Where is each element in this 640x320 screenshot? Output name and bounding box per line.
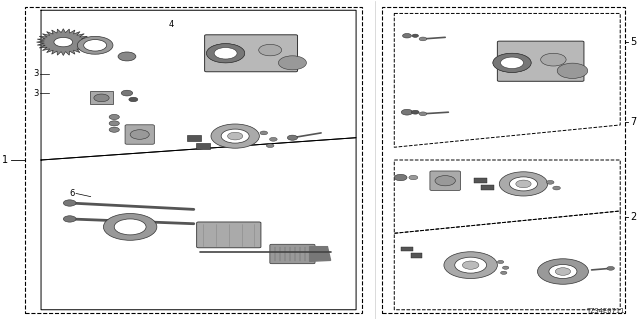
Bar: [411, 253, 422, 258]
Circle shape: [259, 44, 282, 56]
FancyBboxPatch shape: [430, 171, 460, 190]
Circle shape: [221, 129, 249, 143]
Circle shape: [409, 175, 418, 180]
Circle shape: [109, 115, 119, 120]
Circle shape: [54, 37, 73, 47]
Circle shape: [502, 266, 509, 269]
FancyBboxPatch shape: [196, 222, 261, 248]
Circle shape: [109, 121, 119, 126]
FancyBboxPatch shape: [205, 35, 298, 72]
Circle shape: [114, 219, 146, 235]
Circle shape: [211, 124, 259, 148]
Circle shape: [266, 144, 274, 148]
Circle shape: [94, 94, 109, 102]
Circle shape: [63, 216, 76, 222]
Circle shape: [462, 261, 479, 269]
Circle shape: [214, 48, 237, 59]
Circle shape: [607, 267, 614, 270]
Bar: [90, 92, 113, 104]
Circle shape: [516, 180, 531, 188]
Circle shape: [401, 109, 413, 115]
Circle shape: [412, 34, 419, 37]
Circle shape: [109, 127, 119, 132]
Circle shape: [130, 130, 149, 139]
Circle shape: [129, 97, 138, 102]
Polygon shape: [36, 29, 90, 55]
Circle shape: [497, 260, 504, 264]
Circle shape: [493, 53, 531, 72]
Circle shape: [394, 174, 407, 181]
Circle shape: [538, 259, 588, 284]
Circle shape: [493, 53, 531, 72]
Text: 1: 1: [2, 155, 8, 165]
Circle shape: [509, 177, 538, 191]
Circle shape: [557, 63, 588, 78]
Circle shape: [553, 186, 561, 190]
Circle shape: [63, 200, 76, 206]
Polygon shape: [310, 247, 331, 261]
Circle shape: [541, 53, 566, 66]
Circle shape: [412, 110, 419, 114]
Circle shape: [104, 213, 157, 240]
Text: 6: 6: [69, 189, 75, 198]
Circle shape: [207, 44, 244, 63]
Circle shape: [435, 176, 456, 186]
Circle shape: [84, 40, 107, 51]
Circle shape: [549, 265, 577, 278]
Circle shape: [77, 36, 113, 54]
Bar: [401, 247, 413, 252]
Bar: [474, 178, 486, 183]
Bar: [196, 143, 211, 148]
Circle shape: [118, 52, 136, 61]
Text: 5: 5: [630, 37, 636, 47]
Circle shape: [227, 132, 243, 140]
Circle shape: [207, 44, 244, 63]
Text: 3: 3: [34, 69, 39, 78]
Circle shape: [419, 112, 427, 116]
Circle shape: [547, 180, 554, 184]
Circle shape: [500, 57, 524, 68]
Text: 4: 4: [169, 20, 174, 29]
Bar: [481, 185, 494, 190]
Text: 2: 2: [630, 212, 636, 222]
Text: 7: 7: [630, 117, 636, 127]
Circle shape: [121, 90, 132, 96]
Circle shape: [455, 257, 486, 273]
Bar: [25, 7, 362, 313]
FancyBboxPatch shape: [125, 125, 154, 144]
Circle shape: [500, 271, 507, 274]
Circle shape: [260, 131, 268, 135]
Circle shape: [499, 172, 548, 196]
Bar: [187, 135, 201, 140]
Circle shape: [278, 56, 307, 70]
Circle shape: [419, 37, 427, 41]
Text: TZ34E0711: TZ34E0711: [587, 308, 625, 314]
FancyBboxPatch shape: [270, 244, 315, 264]
Text: 3: 3: [34, 89, 39, 98]
Circle shape: [269, 137, 277, 141]
Circle shape: [403, 34, 412, 38]
FancyBboxPatch shape: [497, 41, 584, 81]
Bar: [381, 7, 625, 313]
Circle shape: [556, 268, 571, 275]
Circle shape: [444, 252, 497, 278]
Circle shape: [287, 135, 298, 140]
